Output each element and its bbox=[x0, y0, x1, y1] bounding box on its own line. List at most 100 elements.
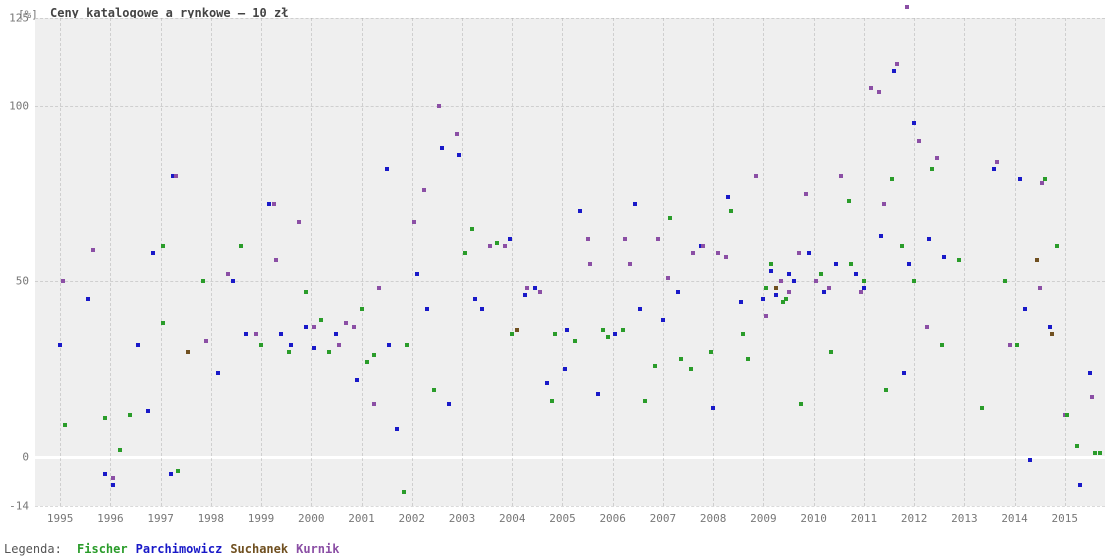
data-point bbox=[819, 272, 823, 276]
data-point bbox=[724, 255, 728, 259]
data-point bbox=[1043, 177, 1047, 181]
data-point bbox=[61, 279, 65, 283]
data-point bbox=[781, 300, 785, 304]
data-point bbox=[1038, 286, 1042, 290]
legend-series-kurnik: Kurnik bbox=[296, 542, 339, 556]
data-point bbox=[508, 237, 512, 241]
data-point bbox=[1078, 483, 1082, 487]
x-tick-label: 2001 bbox=[348, 512, 375, 525]
plot-area: -140501001251995199619971998199920002001… bbox=[35, 18, 1105, 506]
data-point bbox=[761, 297, 765, 301]
data-point bbox=[709, 350, 713, 354]
data-point bbox=[746, 357, 750, 361]
x-tick-label: 2000 bbox=[298, 512, 325, 525]
data-point bbox=[457, 153, 461, 157]
data-point bbox=[774, 286, 778, 290]
x-tick-label: 2002 bbox=[399, 512, 426, 525]
data-point bbox=[254, 332, 258, 336]
data-point bbox=[764, 314, 768, 318]
data-point bbox=[412, 220, 416, 224]
grid-line-v bbox=[161, 18, 162, 506]
data-point bbox=[337, 343, 341, 347]
grid-line-v bbox=[362, 18, 363, 506]
grid-line-v bbox=[1015, 18, 1016, 506]
data-point bbox=[729, 209, 733, 213]
data-point bbox=[86, 297, 90, 301]
data-point bbox=[1040, 181, 1044, 185]
y-tick-label: -14 bbox=[9, 500, 29, 513]
data-point bbox=[799, 402, 803, 406]
data-point bbox=[628, 262, 632, 266]
data-point bbox=[174, 174, 178, 178]
x-tick-label: 2008 bbox=[700, 512, 727, 525]
data-point bbox=[930, 167, 934, 171]
data-point bbox=[1018, 177, 1022, 181]
data-point bbox=[633, 202, 637, 206]
x-tick-label: 2006 bbox=[599, 512, 626, 525]
data-point bbox=[764, 286, 768, 290]
data-point bbox=[118, 448, 122, 452]
data-point bbox=[992, 167, 996, 171]
data-point bbox=[470, 227, 474, 231]
x-tick-label: 2007 bbox=[650, 512, 677, 525]
data-point bbox=[676, 290, 680, 294]
y-tick-label: 50 bbox=[16, 275, 29, 288]
data-point bbox=[739, 300, 743, 304]
data-point bbox=[596, 392, 600, 396]
data-point bbox=[754, 174, 758, 178]
grid-line-v bbox=[914, 18, 915, 506]
data-point bbox=[231, 279, 235, 283]
data-point bbox=[103, 472, 107, 476]
data-point bbox=[862, 286, 866, 290]
x-tick-label: 2003 bbox=[449, 512, 476, 525]
data-point bbox=[769, 269, 773, 273]
data-point bbox=[1065, 413, 1069, 417]
data-point bbox=[563, 367, 567, 371]
data-point bbox=[304, 325, 308, 329]
x-tick-label: 1995 bbox=[47, 512, 74, 525]
data-point bbox=[879, 234, 883, 238]
data-point bbox=[1055, 244, 1059, 248]
x-tick-label: 1999 bbox=[248, 512, 275, 525]
data-point bbox=[849, 262, 853, 266]
data-point bbox=[935, 156, 939, 160]
data-point bbox=[1048, 325, 1052, 329]
data-point bbox=[1035, 258, 1039, 262]
data-point bbox=[774, 293, 778, 297]
data-point bbox=[553, 332, 557, 336]
data-point bbox=[1075, 444, 1079, 448]
grid-line-v bbox=[512, 18, 513, 506]
data-point bbox=[1050, 332, 1054, 336]
data-point bbox=[510, 332, 514, 336]
grid-line-v bbox=[613, 18, 614, 506]
data-point bbox=[385, 167, 389, 171]
data-point bbox=[613, 332, 617, 336]
data-point bbox=[204, 339, 208, 343]
data-point bbox=[272, 202, 276, 206]
data-point bbox=[473, 297, 477, 301]
data-point bbox=[372, 402, 376, 406]
x-tick-label: 1998 bbox=[198, 512, 225, 525]
data-point bbox=[267, 202, 271, 206]
data-point bbox=[741, 332, 745, 336]
data-point bbox=[839, 174, 843, 178]
data-point bbox=[1015, 343, 1019, 347]
data-point bbox=[656, 237, 660, 241]
data-point bbox=[601, 328, 605, 332]
data-point bbox=[621, 328, 625, 332]
grid-line-v bbox=[211, 18, 212, 506]
y-tick-label: 100 bbox=[9, 99, 29, 112]
legend-prefix: Legenda: bbox=[4, 542, 62, 556]
data-point bbox=[58, 343, 62, 347]
grid-line-h bbox=[35, 106, 1105, 107]
data-point bbox=[912, 279, 916, 283]
chart-container: Ceny katalogowe a rynkowe – 10 zł [%] -1… bbox=[0, 0, 1120, 560]
data-point bbox=[287, 350, 291, 354]
data-point bbox=[103, 416, 107, 420]
data-point bbox=[877, 90, 881, 94]
data-point bbox=[525, 286, 529, 290]
data-point bbox=[545, 381, 549, 385]
x-tick-label: 2011 bbox=[851, 512, 878, 525]
data-point bbox=[679, 357, 683, 361]
grid-line-v bbox=[562, 18, 563, 506]
